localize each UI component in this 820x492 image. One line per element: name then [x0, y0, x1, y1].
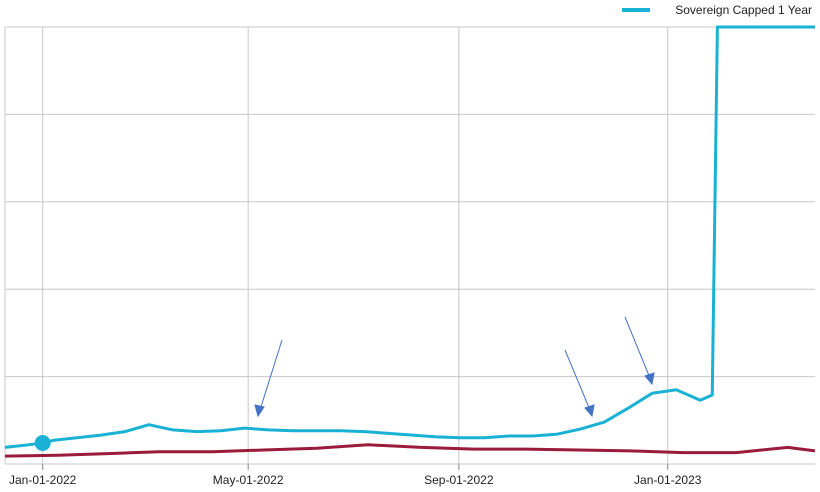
series-line: [4, 443, 816, 458]
arrow: [259, 339, 283, 411]
arrow-head: [254, 404, 265, 418]
arrow: [564, 349, 591, 411]
x-tick-label: Sep-01-2022: [424, 473, 494, 487]
x-tick-label: Jan-01-2022: [9, 473, 77, 487]
annotation-arrows: [254, 316, 655, 418]
arrow: [624, 316, 651, 379]
plot: Jan-01-2022 May-01-2022 Sep-01-2022 Jan-01-…: [4, 3, 816, 487]
legend-label: Sovereign Capped 1 Year: [675, 3, 812, 17]
point-marker: [34, 435, 51, 452]
x-tick-label: Jan-01-2023: [634, 473, 702, 487]
arrow-head: [584, 404, 595, 418]
arrow-head: [644, 372, 655, 386]
x-tick-label: May-01-2022: [213, 473, 284, 487]
series-line: [4, 25, 815, 449]
